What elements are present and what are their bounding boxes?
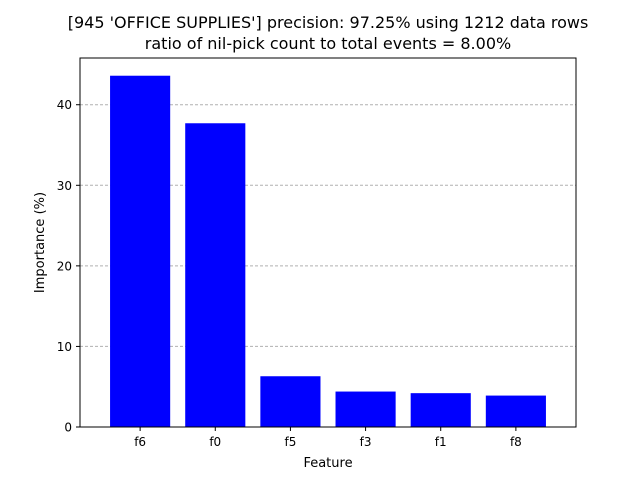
chart-title: [945 'OFFICE SUPPLIES'] precision: 97.25… bbox=[68, 13, 589, 32]
x-axis-ticks: f6 f0 f5 f3 f1 f8 bbox=[134, 427, 522, 449]
x-tick-label: f8 bbox=[510, 435, 522, 449]
y-tick-label: 30 bbox=[57, 179, 72, 193]
y-tick-label: 0 bbox=[64, 421, 72, 435]
bars bbox=[110, 75, 546, 428]
y-tick-label: 20 bbox=[57, 259, 72, 273]
x-tick-label: f3 bbox=[360, 435, 372, 449]
y-tick-label: 40 bbox=[57, 98, 72, 112]
bar-f1 bbox=[410, 393, 471, 427]
y-axis-ticks: 0 10 20 30 40 bbox=[57, 98, 80, 435]
x-tick-label: f0 bbox=[209, 435, 221, 449]
bar-f5 bbox=[260, 376, 321, 427]
y-tick-label: 10 bbox=[57, 340, 72, 354]
bar-f6 bbox=[110, 75, 171, 428]
x-axis-label: Feature bbox=[303, 456, 352, 471]
x-tick-label: f6 bbox=[134, 435, 146, 449]
bar-f0 bbox=[185, 123, 246, 427]
plot-frame bbox=[79, 57, 577, 428]
y-axis-label: Importance (%) bbox=[33, 192, 48, 293]
bar-f8 bbox=[485, 395, 546, 427]
x-tick-label: f5 bbox=[284, 435, 296, 449]
chart-subtitle: ratio of nil-pick count to total events … bbox=[145, 34, 511, 53]
x-tick-label: f1 bbox=[435, 435, 447, 449]
bar-f3 bbox=[335, 391, 396, 427]
